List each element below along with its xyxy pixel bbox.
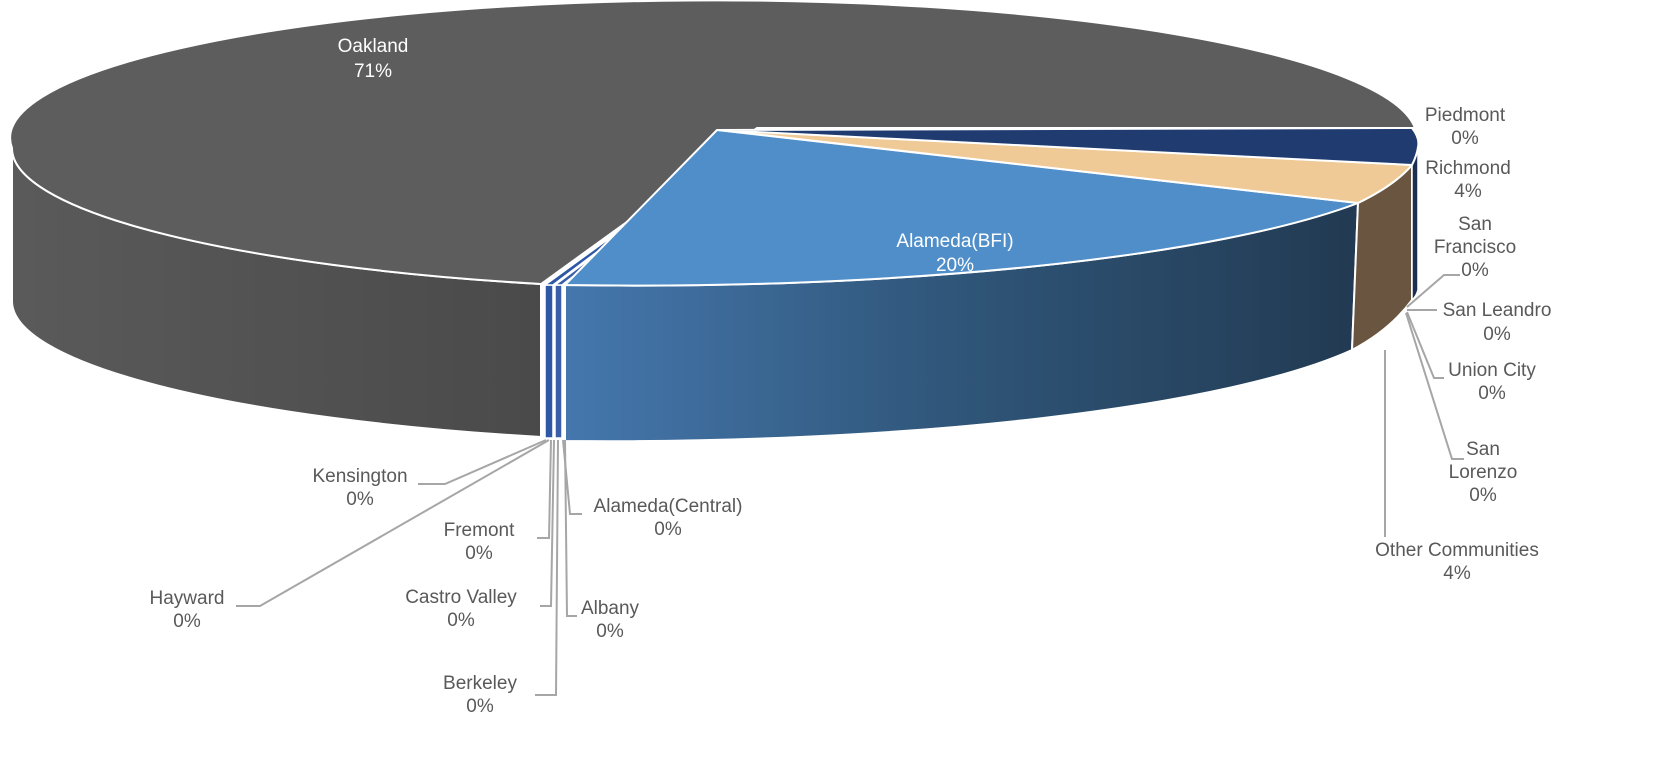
value-oakland: 71% xyxy=(354,61,392,82)
slice-alameda-bfi xyxy=(562,128,1359,287)
value-kensington: 0% xyxy=(346,489,374,510)
value-castro-valley: 0% xyxy=(447,610,475,631)
value-richmond: 4% xyxy=(1454,181,1482,202)
leader-kensington xyxy=(418,439,547,485)
label-richmond: Richmond xyxy=(1425,158,1511,179)
label-castro-valley: Castro Valley xyxy=(405,587,517,608)
value-other-communities: 4% xyxy=(1443,563,1471,584)
label-san-francisco-2: Francisco xyxy=(1434,237,1516,258)
value-union-city: 0% xyxy=(1478,383,1506,404)
value-fremont: 0% xyxy=(465,543,493,564)
value-berkeley: 0% xyxy=(466,696,494,717)
label-berkeley: Berkeley xyxy=(443,673,517,694)
slice-side-alameda-central xyxy=(554,284,563,439)
value-albany: 0% xyxy=(596,621,624,642)
label-san-leandro: San Leandro xyxy=(1443,300,1552,321)
value-san-leandro: 0% xyxy=(1483,324,1511,345)
value-alameda-central: 0% xyxy=(654,519,682,540)
label-kensington: Kensington xyxy=(312,466,407,487)
label-other-communities: Other Communities xyxy=(1375,540,1539,561)
value-alameda-bfi: 20% xyxy=(936,255,974,276)
slice-side-kensington xyxy=(544,284,554,439)
leader-lines xyxy=(236,274,1464,696)
leader-berkeley xyxy=(535,439,559,696)
label-union-city: Union City xyxy=(1448,360,1536,381)
leader-albany xyxy=(564,439,577,617)
value-piedmont: 0% xyxy=(1451,128,1479,149)
label-san-lorenzo-2: Lorenzo xyxy=(1449,462,1518,483)
label-hayward: Hayward xyxy=(150,588,225,609)
leader-san-francisco xyxy=(1406,274,1460,308)
value-san-lorenzo: 0% xyxy=(1469,485,1497,506)
slice-richmond xyxy=(716,126,1420,167)
leader-san-lorenzo xyxy=(1405,312,1464,460)
data-labels: Oakland 71% Alameda(BFI) 20% Piedmont 0%… xyxy=(150,36,1552,717)
label-san-francisco-1: San xyxy=(1458,214,1492,235)
leader-fremont xyxy=(537,439,552,539)
label-san-lorenzo-1: San xyxy=(1466,439,1500,460)
value-hayward: 0% xyxy=(173,611,201,632)
label-oakland: Oakland xyxy=(338,36,409,57)
leader-union-city xyxy=(1406,311,1444,379)
label-alameda-central: Alameda(Central) xyxy=(594,496,743,517)
leader-castro-valley xyxy=(540,439,555,607)
value-san-francisco: 0% xyxy=(1461,260,1489,281)
label-fremont: Fremont xyxy=(444,520,515,541)
label-alameda-bfi: Alameda(BFI) xyxy=(896,231,1013,252)
label-albany: Albany xyxy=(581,598,640,619)
leader-hayward xyxy=(236,439,550,607)
label-piedmont: Piedmont xyxy=(1425,105,1506,126)
slice-side-richmond xyxy=(1411,146,1419,302)
